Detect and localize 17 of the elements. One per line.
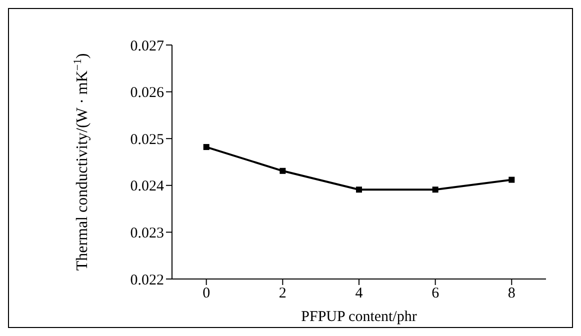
x-tick-label: 6 (432, 286, 440, 302)
point (203, 144, 210, 150)
y-tick-label: 0.025 (130, 132, 164, 148)
y-tick-label: 0.023 (130, 226, 164, 242)
x-axis-title: PFPUP content/phr (301, 309, 417, 325)
y-tick-label: 0.026 (130, 85, 164, 102)
point (508, 176, 515, 183)
x-tick-label: 8 (508, 286, 516, 302)
y-tick-label: 0.022 (130, 272, 164, 288)
point (432, 186, 438, 193)
y-tick-label: 0.024 (130, 178, 164, 195)
point (356, 186, 362, 193)
point (280, 168, 286, 174)
x-tick-label: 0 (202, 286, 210, 302)
x-tick-label: 2 (278, 286, 286, 302)
x-tick-label: 4 (355, 286, 364, 302)
y-tick-label: 0.027 (130, 38, 164, 54)
